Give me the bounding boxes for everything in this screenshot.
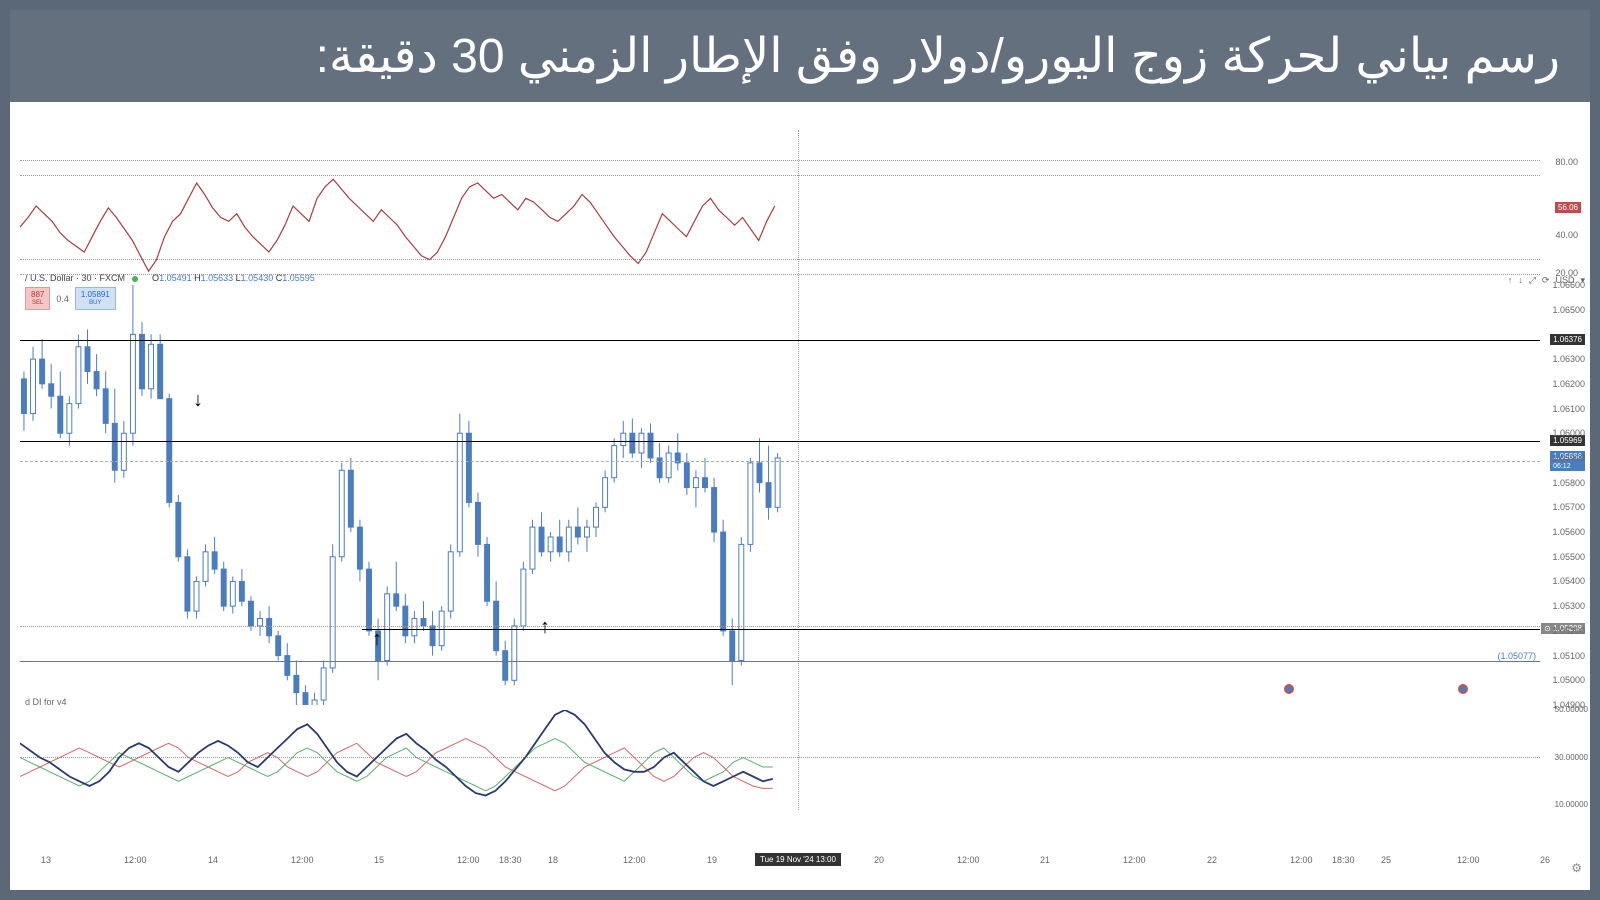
gear-icon[interactable]: ⚙ [1571, 861, 1582, 875]
price-y-axis: 1.049001.050001.051001.052001.053001.054… [1543, 285, 1585, 705]
indicator-panel: d DI for v4 10.0000030.0000050.0000026.0… [20, 710, 1540, 805]
symbol-info: / U.S. Dollar · 30 · FXCM O1.05491 H1.05… [25, 273, 315, 283]
page-title: رسم بياني لحركة زوج اليورو/دولار وفق الإ… [10, 10, 1590, 102]
rsi-current-tag: 56.06 [1555, 202, 1581, 213]
indicator-label: d DI for v4 [25, 697, 67, 707]
rsi-panel: 80.00 40.00 20.00 56.06 [20, 160, 1540, 275]
chart-area: 80.00 40.00 20.00 56.06 / U.S. Dollar · … [10, 130, 1590, 890]
indicator-y-axis: 10.0000030.0000050.0000026.0256321.38292… [1543, 710, 1588, 805]
rsi-y-axis: 80.00 40.00 20.00 56.06 [1543, 160, 1578, 275]
price-panel[interactable]: / U.S. Dollar · 30 · FXCM O1.05491 H1.05… [20, 285, 1540, 705]
time-axis[interactable]: 1312:001412:001512:0018:301812:00192012:… [20, 855, 1540, 875]
